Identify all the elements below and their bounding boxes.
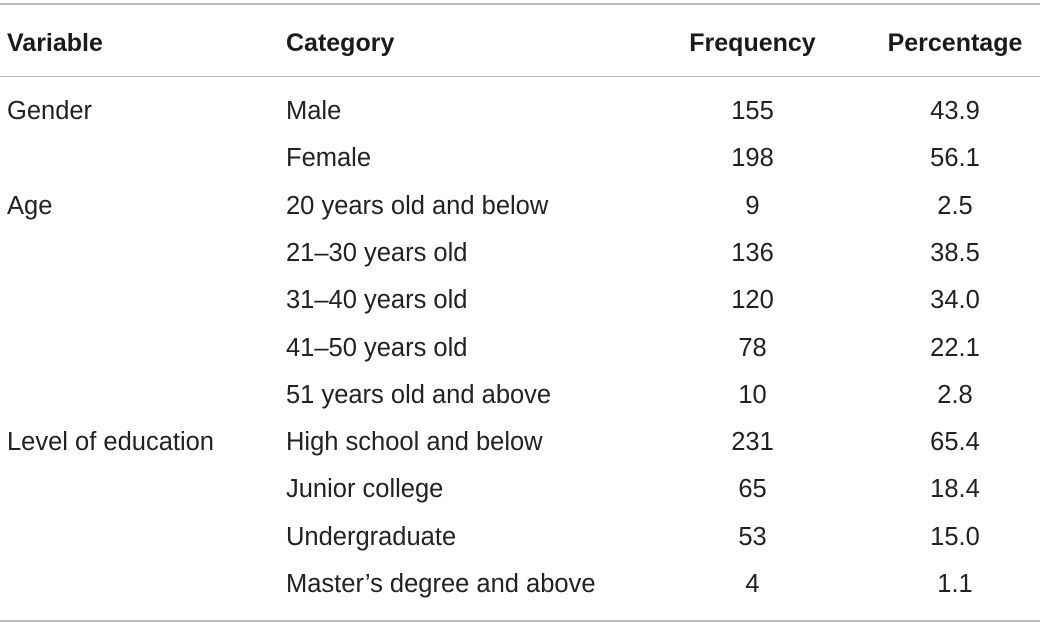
- row-category-cell: 51 years old and above: [286, 380, 552, 409]
- table-row: Age 20 years old and below 9 2.5: [0, 183, 1040, 230]
- row-percentage-cell: 34.0: [930, 286, 980, 315]
- row-percentage-cell: 18.4: [930, 475, 980, 504]
- row-percentage-cell: 43.9: [930, 97, 980, 125]
- row-frequency-cell: 65: [738, 475, 767, 504]
- row-category-cell: 20 years old and below: [286, 191, 549, 220]
- table-row: 31–40 years old 120 34.0: [0, 277, 1040, 324]
- header-category: Category: [286, 28, 395, 57]
- table-top-rule: [0, 3, 1040, 5]
- row-frequency-cell: 198: [731, 144, 774, 173]
- row-category-cell: Master’s degree and above: [286, 570, 596, 598]
- row-category-cell: 31–40 years old: [286, 286, 468, 315]
- header-percentage: Percentage: [887, 28, 1023, 57]
- table-row: Level of education High school and below 2…: [0, 419, 1040, 466]
- row-frequency-cell: 9: [745, 191, 760, 220]
- row-category-cell: 41–50 years old: [286, 333, 468, 362]
- row-variable-cell: Level of education: [7, 428, 214, 457]
- row-category-cell: Junior college: [286, 475, 444, 504]
- table-header-rule: [0, 76, 1040, 77]
- table-row: Junior college 65 18.4: [0, 466, 1040, 513]
- row-frequency-cell: 136: [731, 238, 774, 267]
- table-row: Gender Male 155 43.9: [0, 88, 1040, 135]
- table-row: 21–30 years old 136 38.5: [0, 230, 1040, 277]
- row-category-cell: Undergraduate: [286, 522, 457, 551]
- row-percentage-cell: 56.1: [930, 144, 980, 173]
- header-frequency: Frequency: [689, 28, 816, 57]
- table-bottom-rule: [0, 620, 1040, 622]
- row-percentage-cell: 22.1: [930, 333, 980, 362]
- row-frequency-cell: 231: [731, 428, 774, 457]
- row-variable-cell: Gender: [7, 97, 93, 125]
- row-category-cell: 21–30 years old: [286, 238, 468, 267]
- row-variable-cell: Age: [7, 191, 53, 220]
- row-percentage-cell: 1.1: [937, 570, 973, 598]
- row-percentage-cell: 65.4: [930, 428, 980, 457]
- table-row: Undergraduate 53 15.0: [0, 514, 1040, 561]
- row-frequency-cell: 155: [731, 97, 774, 125]
- row-frequency-cell: 120: [731, 286, 774, 315]
- row-category-cell: Female: [286, 144, 372, 173]
- row-frequency-cell: 78: [738, 333, 767, 362]
- table-header-row: Variable Category Frequency Percentage: [0, 18, 1040, 68]
- row-percentage-cell: 2.8: [937, 380, 973, 409]
- row-category-cell: Male: [286, 97, 342, 125]
- table-row: Female 198 56.1: [0, 135, 1040, 182]
- row-category-cell: High school and below: [286, 428, 543, 457]
- row-frequency-cell: 10: [738, 380, 767, 409]
- table-row: 51 years old and above 10 2.8: [0, 372, 1040, 419]
- row-frequency-cell: 53: [738, 522, 767, 551]
- row-percentage-cell: 38.5: [930, 238, 980, 267]
- row-percentage-cell: 15.0: [930, 522, 980, 551]
- row-frequency-cell: 4: [745, 570, 760, 598]
- table-row: 41–50 years old 78 22.1: [0, 325, 1040, 372]
- row-percentage-cell: 2.5: [937, 191, 973, 220]
- header-variable: Variable: [7, 28, 103, 57]
- table-row: Master’s degree and above 4 1.1: [0, 561, 1040, 608]
